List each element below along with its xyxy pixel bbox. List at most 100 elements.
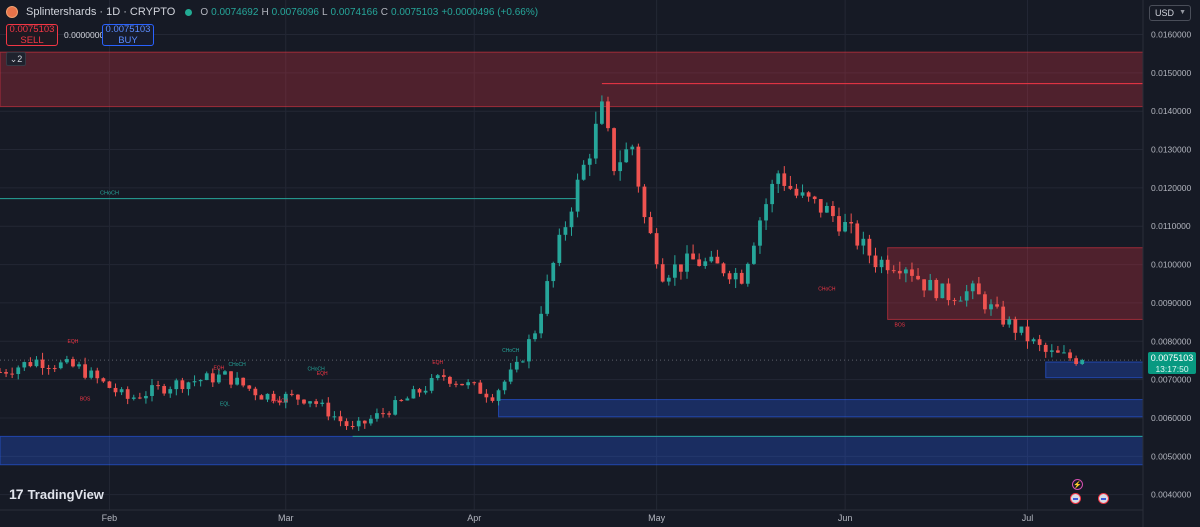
smc-annotation: EQH [432, 360, 443, 366]
price-axis-panel [1143, 0, 1200, 527]
candle-down [0, 371, 2, 373]
low-key: L [321, 6, 328, 18]
candle-down [484, 393, 489, 398]
candle-up [758, 220, 762, 246]
price-tick-label: 0.0130000 [1151, 145, 1191, 155]
candle-up [843, 222, 847, 232]
indicators-collapse-button[interactable]: ⌄ 2 [6, 52, 26, 66]
candle-up [283, 393, 288, 403]
candle-up [144, 395, 148, 399]
candle-down [788, 185, 793, 189]
candle-up [174, 380, 179, 390]
candle-up [514, 361, 519, 370]
time-tick-label: Feb [102, 513, 118, 523]
candle-up [520, 361, 525, 363]
candle-up [752, 245, 756, 264]
candle-up [989, 304, 993, 310]
candle-up [34, 359, 39, 367]
candle-up [502, 381, 507, 391]
sell-price: 0.0075103 [9, 24, 55, 35]
candle-down [642, 186, 647, 218]
buy-button[interactable]: 0.0075103 BUY [102, 24, 154, 46]
candle-up [216, 374, 221, 383]
candle-down [229, 371, 233, 385]
candle-up [1049, 350, 1054, 352]
candle-down [910, 269, 914, 276]
smc-annotation: CHoCH [818, 287, 836, 293]
bar-countdown: 13:17:50 [1155, 363, 1189, 374]
candle-up [593, 123, 598, 159]
candle-up [879, 259, 884, 268]
high-key: H [261, 6, 269, 18]
candle-up [539, 313, 543, 334]
candle-down [247, 385, 252, 389]
candle-up [411, 389, 416, 399]
lightning-event-icon[interactable]: ⚡ [1072, 479, 1083, 490]
last-price-value: 0.0075103 [1150, 353, 1194, 363]
candle-down [1013, 319, 1018, 333]
candle-up [119, 389, 124, 393]
candle-down [277, 400, 282, 403]
ohlc-readout: O 0.0074692 H 0.0076096 L 0.0074166 C 0.0075… [200, 7, 538, 18]
candle-up [527, 339, 531, 362]
candle-down [636, 146, 641, 187]
smc-annotation: CHoCH [308, 366, 326, 372]
candle-up [745, 263, 750, 284]
candle-down [113, 387, 118, 393]
candle-up [308, 401, 312, 404]
supply-zone [0, 51, 1144, 108]
time-tick-label: May [648, 513, 666, 523]
close-value: 0.0075103 [391, 6, 439, 18]
candle-down [162, 386, 167, 394]
candle-down [83, 364, 88, 378]
price-tick-label: 0.0050000 [1151, 451, 1191, 461]
candle-down [837, 216, 841, 232]
sell-button[interactable]: 0.0075103 SELL [6, 24, 58, 46]
tradingview-logo[interactable]: 17 TradingView [9, 486, 104, 502]
candle-down [71, 359, 75, 367]
candle-down [296, 394, 300, 400]
candle-up [733, 272, 738, 280]
candle-up [332, 416, 337, 418]
candle-up [150, 385, 154, 396]
candle-down [350, 426, 355, 428]
candle-down [95, 370, 100, 379]
time-tick-label: Jul [1022, 513, 1034, 523]
price-tick-label: 0.0140000 [1151, 106, 1191, 116]
candle-down [715, 256, 720, 264]
us-flag-event-icon[interactable] [1098, 493, 1109, 504]
candle-up [16, 367, 21, 375]
candle-down [916, 275, 920, 280]
demand-zone [1045, 361, 1144, 379]
candle-up [356, 420, 361, 427]
us-flag-event-icon[interactable] [1070, 493, 1081, 504]
open-key: O [200, 6, 209, 18]
candle-up [618, 162, 623, 172]
open-value: 0.0074692 [211, 6, 259, 18]
candle-down [417, 389, 422, 393]
price-tick-label: 0.0160000 [1151, 30, 1191, 40]
candle-down [812, 196, 817, 200]
candle-up [22, 362, 27, 368]
candle-up [703, 261, 708, 266]
candle-down [156, 385, 160, 387]
tradingview-logo-icon: 17 [9, 486, 24, 502]
candle-up [1080, 360, 1085, 364]
currency-select[interactable]: USD ▼ [1149, 5, 1191, 21]
time-tick-label: Mar [278, 513, 294, 523]
candle-up [551, 262, 556, 282]
candle-down [137, 397, 142, 399]
candle-down [46, 367, 51, 369]
candle-up [204, 373, 209, 381]
candle-down [849, 222, 854, 224]
symbol-title[interactable]: Splintershards · 1D · CRYPTO [26, 6, 176, 18]
price-tick-label: 0.0060000 [1151, 413, 1191, 423]
candle-up [466, 382, 471, 386]
candle-down [289, 393, 294, 395]
splintershards-coin-icon [6, 6, 18, 18]
candle-down [831, 205, 835, 217]
candle-up [563, 227, 568, 235]
candle-down [1043, 344, 1048, 352]
